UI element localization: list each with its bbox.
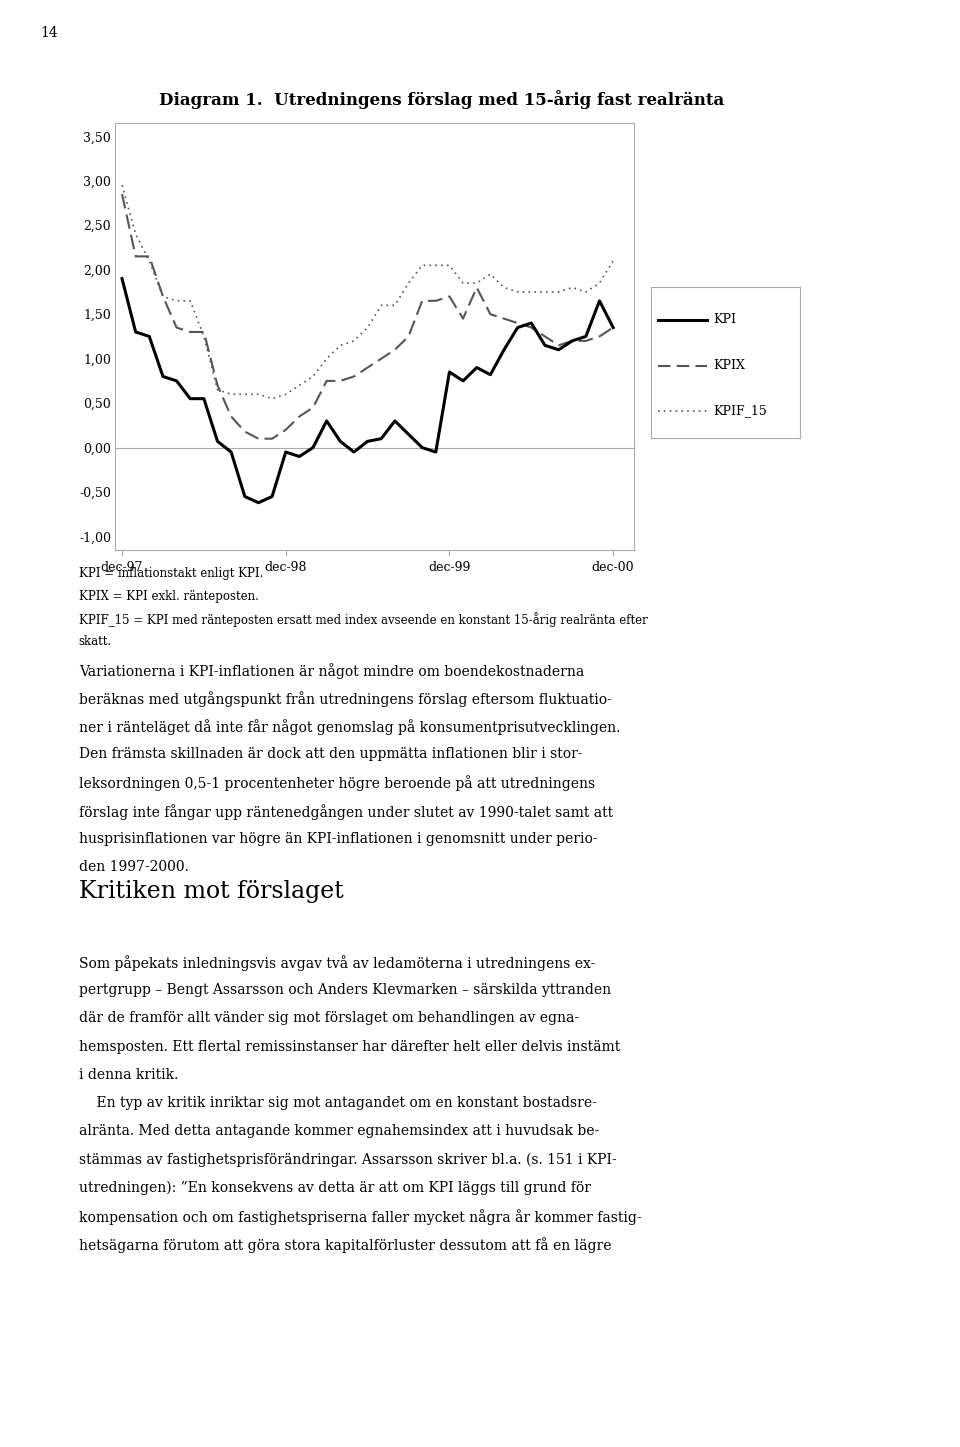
Text: skatt.: skatt. — [79, 634, 112, 647]
Text: 14: 14 — [40, 26, 58, 41]
Text: KPIX = KPI exkl. ränteposten.: KPIX = KPI exkl. ränteposten. — [79, 590, 258, 602]
Text: utredningen): ”En konsekvens av detta är att om KPI läggs till grund för: utredningen): ”En konsekvens av detta är… — [79, 1181, 590, 1195]
Text: i denna kritik.: i denna kritik. — [79, 1068, 179, 1082]
Text: KPIF_15: KPIF_15 — [713, 405, 767, 418]
Text: beräknas med utgångspunkt från utredningens förslag eftersom fluktuatio-: beräknas med utgångspunkt från utredning… — [79, 690, 612, 706]
Text: stämmas av fastighetsprisförändringar. Assarsson skriver bl.a. (s. 151 i KPI-: stämmas av fastighetsprisförändringar. A… — [79, 1152, 616, 1166]
Text: KPI: KPI — [713, 314, 736, 327]
Text: leksordningen 0,5-1 procentenheter högre beroende på att utredningens: leksordningen 0,5-1 procentenheter högre… — [79, 776, 595, 792]
Text: hetsägarna förutom att göra stora kapitalförluster dessutom att få en lägre: hetsägarna förutom att göra stora kapita… — [79, 1237, 612, 1253]
Text: Som påpekats inledningsvis avgav två av ledamöterna i utredningens ex-: Som påpekats inledningsvis avgav två av … — [79, 955, 595, 971]
Text: kompensation och om fastighetspriserna faller mycket några år kommer fastig-: kompensation och om fastighetspriserna f… — [79, 1208, 641, 1224]
Text: Variationerna i KPI-inflationen är något mindre om boendekostnaderna: Variationerna i KPI-inflationen är något… — [79, 663, 584, 679]
Text: Diagram 1.  Utredningens förslag med 15-årig fast realränta: Diagram 1. Utredningens förslag med 15-å… — [159, 90, 724, 109]
Text: alränta. Med detta antagande kommer egnahemsindex att i huvudsak be-: alränta. Med detta antagande kommer egna… — [79, 1124, 599, 1139]
Text: där de framför allt vänder sig mot förslaget om behandlingen av egna-: där de framför allt vänder sig mot försl… — [79, 1011, 579, 1026]
Text: pertgrupp – Bengt Assarsson och Anders Klevmarken – särskilda yttranden: pertgrupp – Bengt Assarsson och Anders K… — [79, 984, 611, 997]
Text: Kritiken mot förslaget: Kritiken mot förslaget — [79, 880, 344, 903]
Text: KPIX: KPIX — [713, 359, 745, 372]
Text: KPI = inflationstakt enligt KPI.: KPI = inflationstakt enligt KPI. — [79, 567, 263, 580]
Text: KPIF_15 = KPI med ränteposten ersatt med index avseende en konstant 15-årig real: KPIF_15 = KPI med ränteposten ersatt med… — [79, 612, 647, 627]
Text: Den främsta skillnaden är dock att den uppmätta inflationen blir i stor-: Den främsta skillnaden är dock att den u… — [79, 747, 583, 761]
Text: husprisinflationen var högre än KPI-inflationen i genomsnitt under perio-: husprisinflationen var högre än KPI-infl… — [79, 832, 597, 846]
Text: hemsposten. Ett flertal remissinstanser har därefter helt eller delvis instämt: hemsposten. Ett flertal remissinstanser … — [79, 1039, 620, 1053]
Text: den 1997-2000.: den 1997-2000. — [79, 860, 188, 874]
Text: förslag inte fångar upp räntenedgången under slutet av 1990-talet samt att: förslag inte fångar upp räntenedgången u… — [79, 805, 612, 819]
Text: En typ av kritik inriktar sig mot antagandet om en konstant bostadsre-: En typ av kritik inriktar sig mot antaga… — [79, 1097, 596, 1110]
Text: ner i ränteläget då inte får något genomslag på konsumentprisutvecklingen.: ner i ränteläget då inte får något genom… — [79, 719, 620, 735]
